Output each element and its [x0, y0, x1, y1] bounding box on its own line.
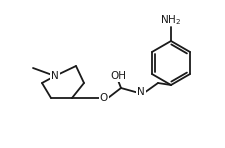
Text: OH: OH [110, 71, 126, 81]
Text: O: O [100, 93, 108, 103]
Text: N: N [137, 87, 145, 97]
Text: NH$_2$: NH$_2$ [160, 13, 182, 27]
Text: N: N [51, 71, 59, 81]
